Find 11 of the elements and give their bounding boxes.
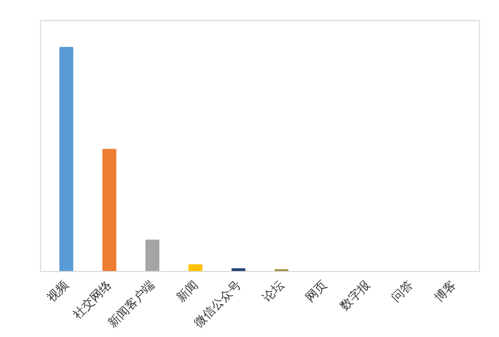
bar [145, 240, 160, 272]
x-tick-label: 视频 [44, 278, 72, 304]
x-tick-label: 博客 [432, 278, 459, 304]
x-tick-label: 网页 [302, 278, 330, 304]
bar [188, 264, 202, 272]
x-tick-label: 论坛 [260, 278, 286, 304]
bar [102, 148, 116, 272]
x-tick-label: 数字报 [337, 278, 373, 313]
x-tick-label: 问答 [388, 278, 416, 304]
bar [59, 46, 74, 272]
x-tick-label: 新闻 [174, 278, 200, 304]
